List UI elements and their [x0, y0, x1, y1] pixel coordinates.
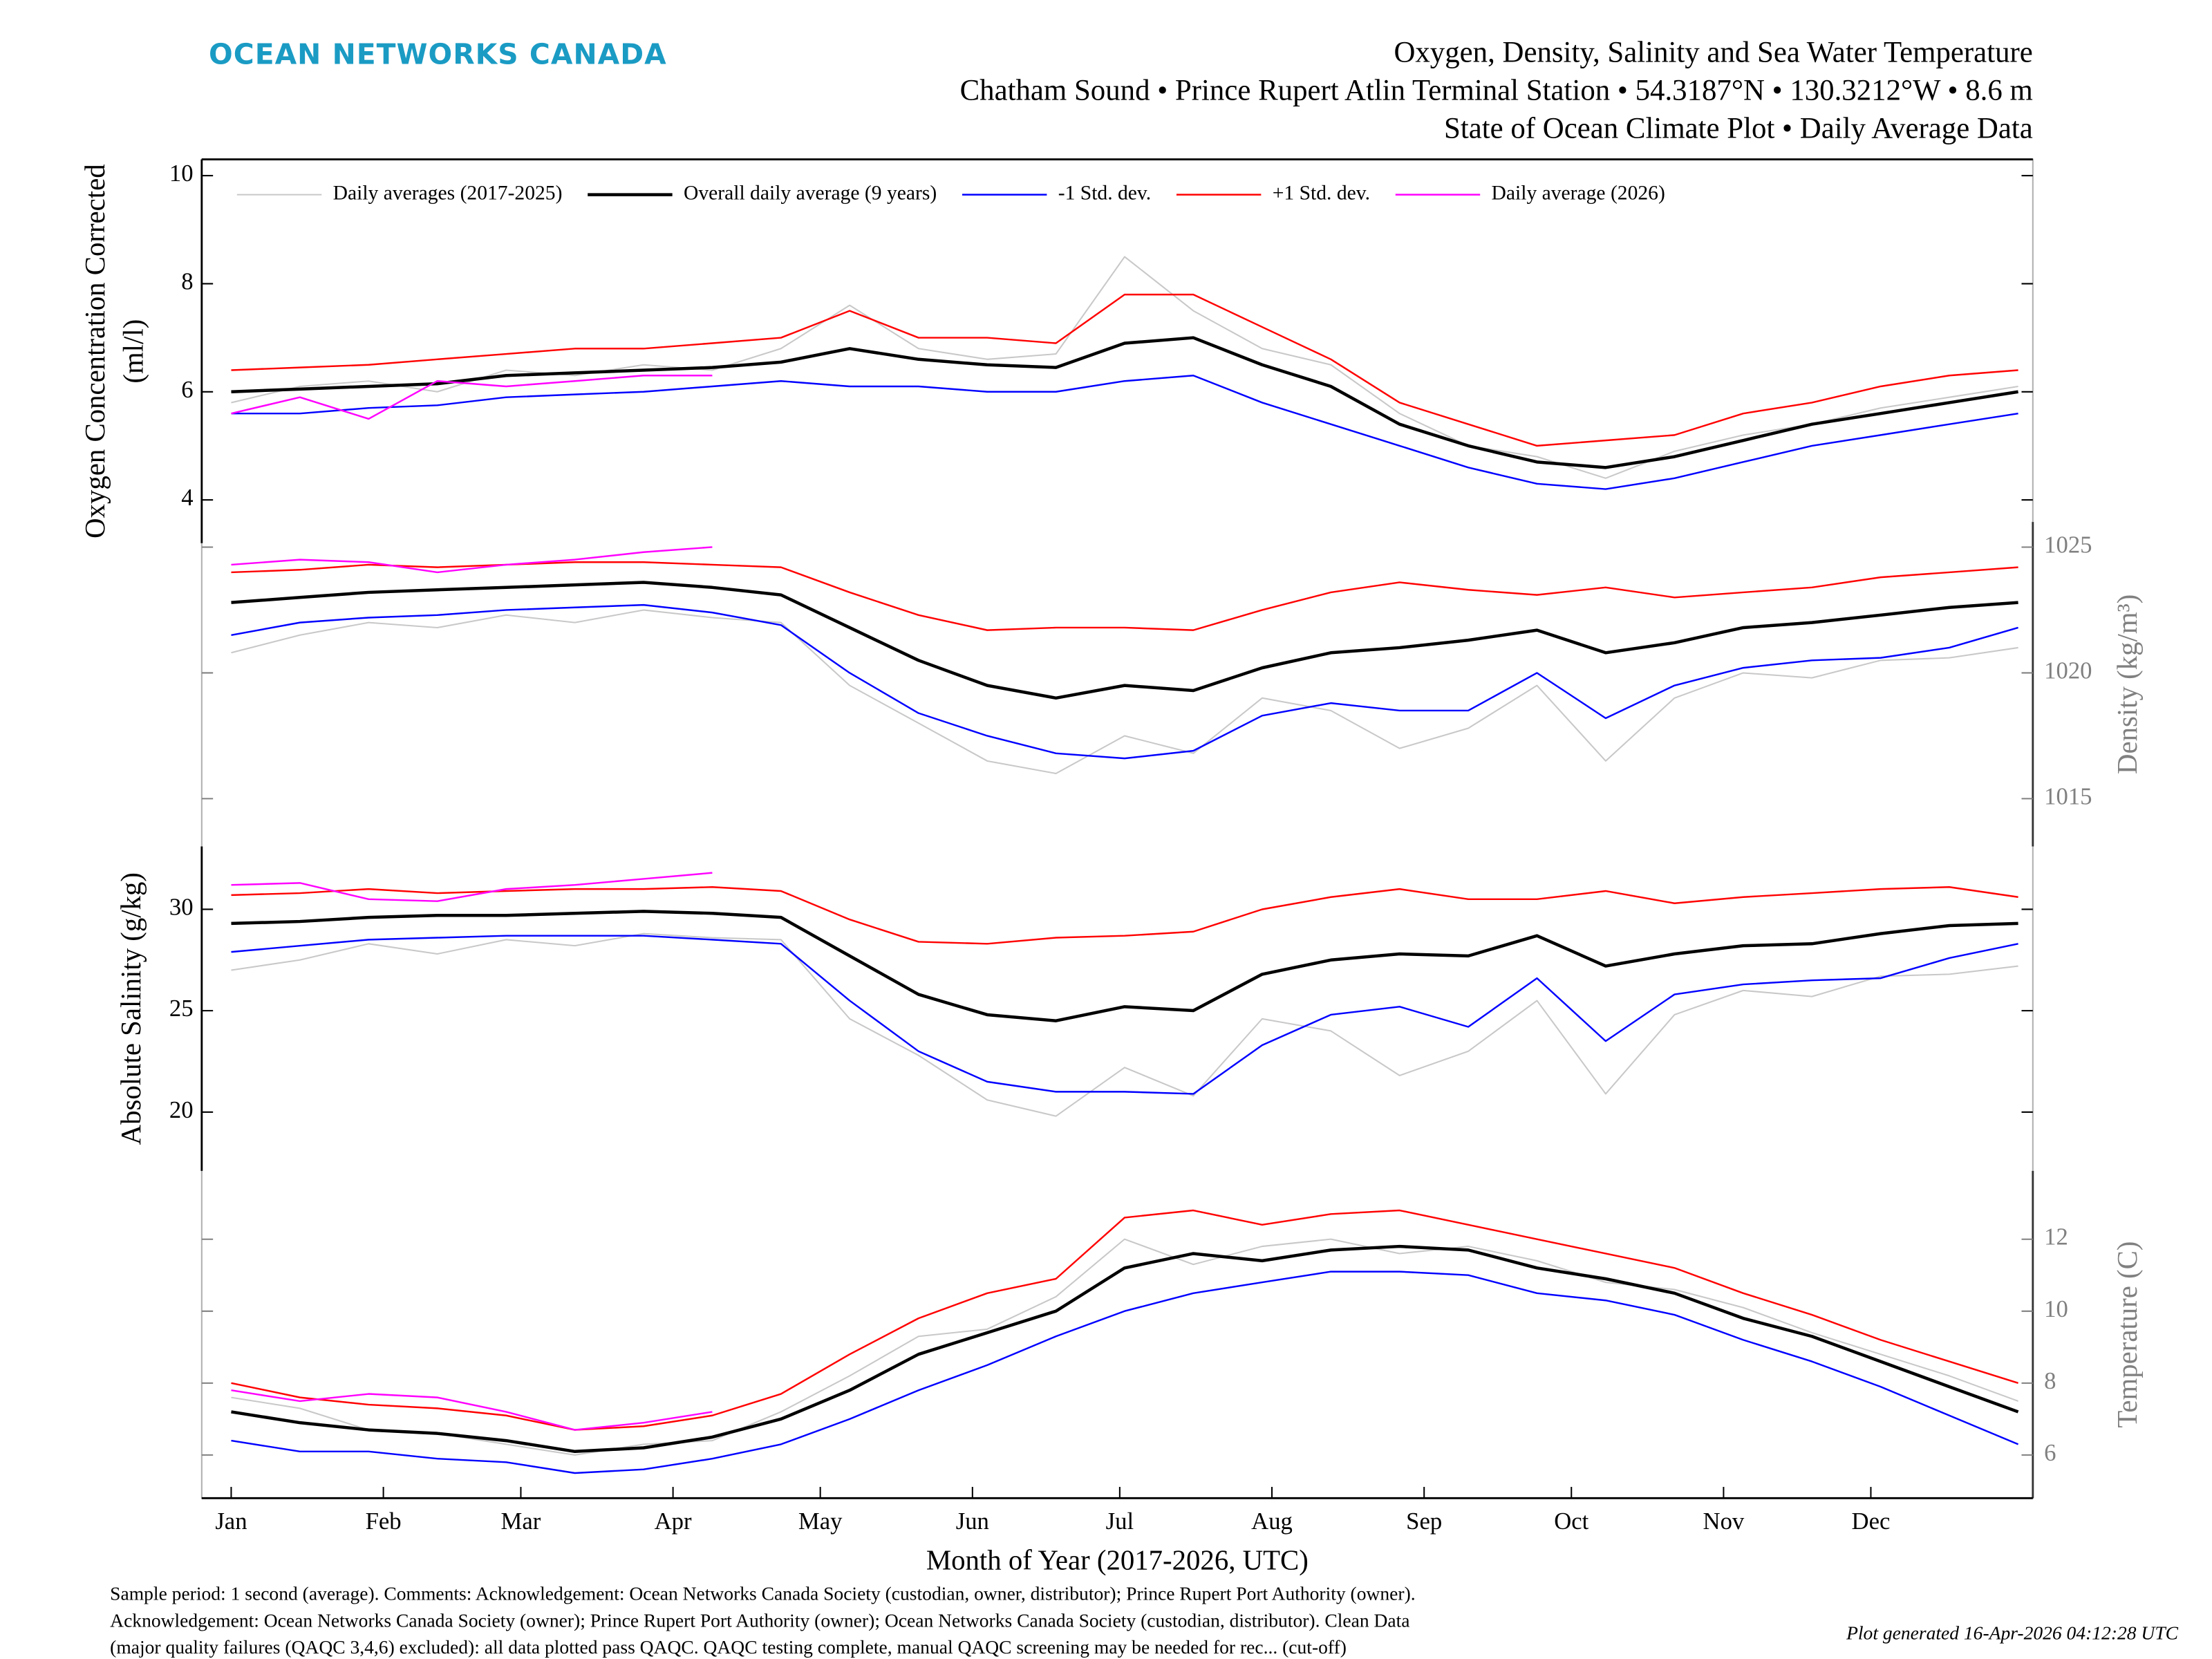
y-tick-label: 10 [2044, 1295, 2068, 1322]
brand: OCEAN NETWORKS CANADA [209, 38, 667, 71]
x-tick-label: Oct [1554, 1508, 1588, 1535]
data-line [231, 609, 2018, 774]
y-tick-label: 8 [2044, 1367, 2056, 1394]
x-tick-label: Jun [956, 1508, 989, 1535]
data-line [231, 256, 2018, 479]
x-tick-label: Sep [1406, 1508, 1442, 1535]
x-tick-label: Nov [1703, 1508, 1745, 1535]
legend-label: Daily average (2026) [1492, 182, 1665, 204]
data-line [231, 336, 2018, 469]
data-line [231, 1271, 2019, 1474]
data-line [231, 603, 2018, 760]
chart-subtitle: Chatham Sound • Prince Rupert Atlin Term… [960, 75, 2033, 107]
data-line [231, 1238, 2018, 1456]
y-tick-label: 1025 [2044, 531, 2092, 558]
y-axis-label: Oxygen Concentration Corrected [79, 164, 111, 538]
legend-label: -1 Std. dev. [1058, 182, 1151, 204]
chart-subtitle: State of Ocean Climate Plot • Daily Aver… [1444, 113, 2033, 145]
y-axis-label: Temperature (C) [2112, 1241, 2143, 1428]
y-tick-label: 20 [169, 1096, 194, 1123]
footer-note: Sample period: 1 second (average). Comme… [110, 1582, 1415, 1604]
data-line [231, 932, 2018, 1117]
x-tick-label: Mar [501, 1508, 541, 1535]
y-tick-label: 12 [2044, 1224, 2068, 1250]
x-tick-label: Apr [655, 1508, 692, 1535]
legend-label: +1 Std. dev. [1273, 182, 1370, 204]
y-tick-label: 1015 [2044, 782, 2092, 809]
data-line [231, 1244, 2019, 1454]
y-axis-label: (ml/l) [118, 319, 149, 384]
x-tick-label: Dec [1852, 1508, 1891, 1535]
y-tick-label: 4 [181, 484, 193, 511]
x-tick-label: Feb [366, 1508, 402, 1535]
x-tick-label: May [798, 1508, 843, 1535]
data-line [231, 375, 713, 420]
x-tick-label: Aug [1251, 1508, 1293, 1535]
data-line [231, 546, 713, 574]
data-line [231, 293, 2018, 447]
y-tick-label: 30 [169, 893, 194, 920]
x-tick-label: Jan [215, 1508, 247, 1535]
data-line [231, 872, 713, 902]
data-line [231, 910, 2018, 1022]
x-tick-label: Jul [1106, 1508, 1134, 1535]
y-tick-label: 6 [181, 376, 193, 403]
data-line [231, 886, 2018, 945]
footer-note: Acknowledgement: Ocean Networks Canada S… [110, 1609, 1409, 1631]
y-axis-label: Density (kg/m³) [2112, 594, 2143, 774]
legend-label: Overall daily average (9 years) [684, 182, 937, 204]
data-line [231, 581, 2018, 700]
footer-note: (major quality failures (QAQC 3,4,6) exc… [110, 1636, 1347, 1658]
x-axis-label: Month of Year (2017-2026, UTC) [926, 1545, 1309, 1576]
legend-label: Daily averages (2017-2025) [333, 182, 563, 204]
y-tick-label: 25 [169, 995, 194, 1022]
y-tick-label: 1020 [2044, 657, 2092, 684]
data-line [231, 935, 2018, 1095]
y-tick-label: 8 [181, 268, 193, 294]
data-line [231, 1389, 713, 1431]
generated-note: Plot generated 16-Apr-2026 04:12:28 UTC [1846, 1622, 2179, 1644]
y-tick-label: 10 [169, 160, 194, 187]
data-line [231, 375, 2018, 490]
chart-title: Oxygen, Density, Salinity and Sea Water … [1394, 36, 2032, 68]
y-axis-label: Absolute Salinity (g/kg) [115, 872, 147, 1145]
data-line [231, 1209, 2018, 1431]
y-tick-label: 6 [2044, 1439, 2056, 1466]
